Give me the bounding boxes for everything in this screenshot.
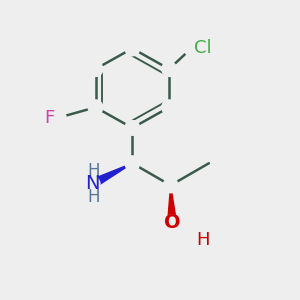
Text: H: H [196, 231, 210, 249]
Circle shape [85, 176, 100, 191]
Circle shape [165, 215, 179, 230]
Circle shape [184, 41, 199, 56]
Circle shape [125, 41, 140, 56]
Circle shape [125, 156, 140, 171]
Circle shape [162, 62, 176, 76]
Circle shape [163, 178, 178, 193]
Text: F: F [44, 109, 54, 127]
Polygon shape [168, 185, 176, 222]
Text: H: H [88, 188, 100, 206]
Text: Cl: Cl [194, 39, 212, 57]
Text: N: N [85, 174, 100, 194]
Circle shape [51, 110, 66, 125]
Circle shape [162, 100, 176, 115]
Circle shape [88, 100, 103, 115]
Text: O: O [164, 213, 180, 232]
Circle shape [125, 121, 140, 135]
Polygon shape [91, 163, 132, 188]
Text: H: H [88, 162, 100, 180]
Circle shape [88, 62, 103, 76]
